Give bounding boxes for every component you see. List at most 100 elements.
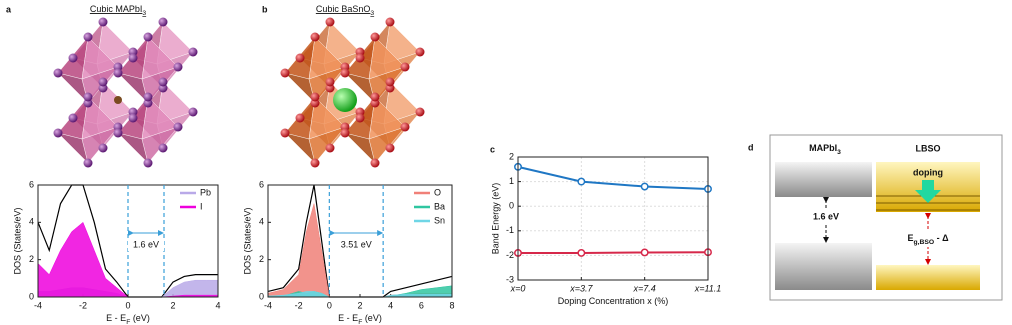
atom (325, 17, 335, 27)
x-tick-label: -2 (295, 300, 303, 310)
gap-label-part: E (907, 233, 913, 243)
diagram-header-part: MAPbI (809, 143, 837, 153)
atom (53, 68, 63, 78)
legend-label: O (434, 187, 441, 197)
y-tick-label: 1 (509, 176, 514, 186)
atom (325, 77, 335, 87)
atom (310, 158, 320, 168)
atom (98, 77, 108, 87)
y-axis-label: Band Energy (eV) (490, 183, 500, 255)
atom (295, 113, 305, 123)
chart: 0 2 4 6 -4 -2 0 2 4 1.6 eV Pb I (29, 179, 221, 310)
atom (188, 107, 198, 117)
panel-title-part: 3 (370, 10, 374, 17)
gap-label: 1.6 eV (813, 211, 839, 221)
chart: -3 -2 -1 0 1 2 x=0 x=3.7 x=7.4 x=11.1 (506, 151, 721, 293)
x-axis-label-part: E - E (338, 313, 358, 323)
panel-letter: c (490, 144, 495, 154)
atom (128, 113, 138, 123)
panel-title: Cubic BaSnO3 (316, 4, 375, 17)
atom (340, 128, 350, 138)
vb-block (876, 265, 980, 290)
x-axis-label: E - EF (eV) (106, 313, 150, 325)
panel-letter: d (748, 142, 754, 152)
y-axis-label: DOS (States/eV) (12, 207, 22, 274)
atom (68, 113, 78, 123)
x-tick-label: 8 (449, 300, 454, 310)
label-bg (128, 239, 164, 251)
doping-label: doping (913, 167, 943, 177)
atom (385, 143, 395, 153)
panel-letter: a (6, 4, 12, 14)
atom (83, 32, 93, 42)
x-tick-label: -4 (264, 300, 272, 310)
x-tick-label: 4 (388, 300, 393, 310)
atom (370, 32, 380, 42)
y-tick-label: 6 (29, 179, 34, 189)
atom (98, 143, 108, 153)
atom (158, 17, 168, 27)
diagram-header: LBSO (915, 143, 940, 153)
atom (113, 68, 123, 78)
gap-label: 3.51 eV (341, 239, 372, 249)
x-axis-label-part: E - E (106, 313, 126, 323)
legend-label: I (200, 201, 203, 211)
x-axis-label-part: F (358, 319, 362, 325)
x-tick-label: x=3.7 (569, 283, 593, 293)
atom (158, 77, 168, 87)
atom (295, 53, 305, 63)
label-bg (896, 231, 960, 247)
point (577, 177, 586, 186)
y-tick-label: 2 (29, 254, 34, 264)
panel-title: Cubic MAPbI3 (90, 4, 147, 17)
x-tick-label: -2 (79, 300, 87, 310)
plot-frame (267, 184, 453, 298)
diagram-frame (769, 134, 1003, 301)
gap-label-part: g,BSO (913, 239, 934, 246)
point (577, 248, 586, 257)
vb-cb-block (775, 162, 872, 197)
y-axis-label: DOS (States/eV) (242, 207, 252, 274)
gap-label-part: - Δ (934, 233, 949, 243)
atom (355, 53, 365, 63)
series-line (518, 251, 709, 254)
panel-letter: b (262, 4, 268, 14)
panel-title-part: Cubic BaSnO (316, 4, 371, 14)
label-bg (338, 239, 375, 251)
x-axis-label-part: F (126, 319, 130, 325)
x-tick-label: 0 (125, 300, 130, 310)
label-bg (806, 210, 846, 224)
y-tick-label: 2 (509, 151, 514, 161)
y-tick-label: 0 (509, 201, 514, 211)
point (640, 248, 649, 257)
y-tick-label: 0 (259, 291, 264, 301)
series-line (517, 165, 709, 190)
atom (400, 62, 410, 72)
atom (143, 32, 153, 42)
x-tick-label: x=11.1 (694, 283, 722, 293)
atom (385, 17, 395, 27)
legend-label: Sn (434, 215, 445, 225)
atom (385, 77, 395, 87)
atom (370, 158, 380, 168)
x-tick-label: 2 (357, 300, 362, 310)
diagram-header-part: 3 (837, 149, 841, 156)
atom (173, 62, 183, 72)
atom (98, 17, 108, 27)
y-tick-label: -1 (506, 225, 514, 235)
y-tick-label: 6 (259, 179, 264, 189)
atom (415, 47, 425, 57)
y-tick-label: 2 (259, 254, 264, 264)
x-tick-label: -4 (34, 300, 42, 310)
x-axis-label-part: Doping Concentration x (%) (558, 296, 669, 306)
x-axis-label-part: (eV) (362, 313, 382, 323)
atom (415, 107, 425, 117)
atom (143, 158, 153, 168)
x-tick-label: 6 (419, 300, 424, 310)
panel-title-part: Cubic MAPbI (90, 4, 143, 14)
atom (68, 53, 78, 63)
vb-block (775, 243, 872, 290)
x-tick-label: 0 (327, 300, 332, 310)
molecule (114, 96, 122, 104)
chart: 0 2 4 6 -4 -2 0 2 4 6 8 3.51 eV O Ba Sn (259, 179, 455, 310)
